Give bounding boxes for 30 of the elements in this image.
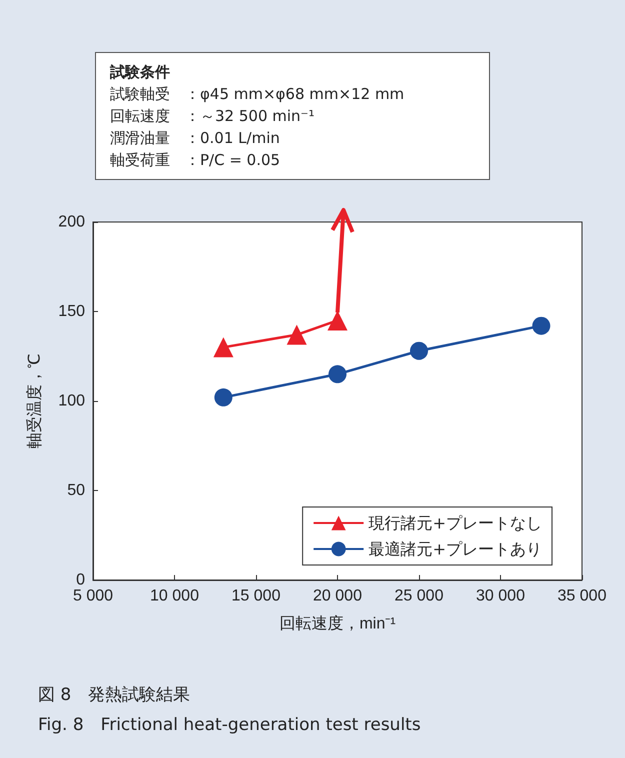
y-tick-label: 150 (58, 303, 86, 320)
legend-label: 最適諸元+プレートあり (368, 540, 542, 558)
point (214, 388, 232, 406)
y-tick-label: 50 (67, 482, 86, 499)
x-tick-label: 15 000 (232, 588, 281, 604)
x-tick-label: 20 000 (313, 588, 362, 604)
y-tick-label: 0 (76, 572, 86, 588)
text: 試験軸受 ：φ45 mm×φ68 mm×12 mm (110, 84, 406, 105)
text: Fig. 8 Frictional heat-generation test results (38, 714, 421, 737)
point (286, 324, 307, 345)
x-tick-label: 10 000 (150, 588, 200, 604)
point (410, 342, 428, 360)
text: 軸受荷重 ：P/C = 0.05 (110, 150, 282, 171)
x-tick-label: 25 000 (394, 588, 444, 604)
x-tick-label: 5 000 (72, 588, 114, 604)
text: 図 8 発熱試験結果 (38, 684, 192, 707)
y-tick-label: 100 (58, 392, 86, 410)
text: 試験条件 (110, 62, 171, 83)
point (328, 365, 346, 384)
point (532, 316, 550, 335)
point (213, 337, 234, 358)
text: 潤滑油量 ：0.01 L/min (110, 128, 281, 149)
x-tick-label: 30 000 (476, 588, 526, 604)
y-axis-title: 軸受温度，℃ (26, 354, 44, 448)
x-axis-title: 回転速度，min⁻¹ (279, 614, 396, 632)
x-tick-label: 35 000 (558, 588, 607, 604)
text: 回転速度 ：～32 500 min⁻¹ (110, 106, 316, 127)
point (328, 310, 348, 330)
legend-label: 現行諸元+プレートなし (368, 514, 542, 532)
y-tick-label: 200 (58, 214, 86, 230)
